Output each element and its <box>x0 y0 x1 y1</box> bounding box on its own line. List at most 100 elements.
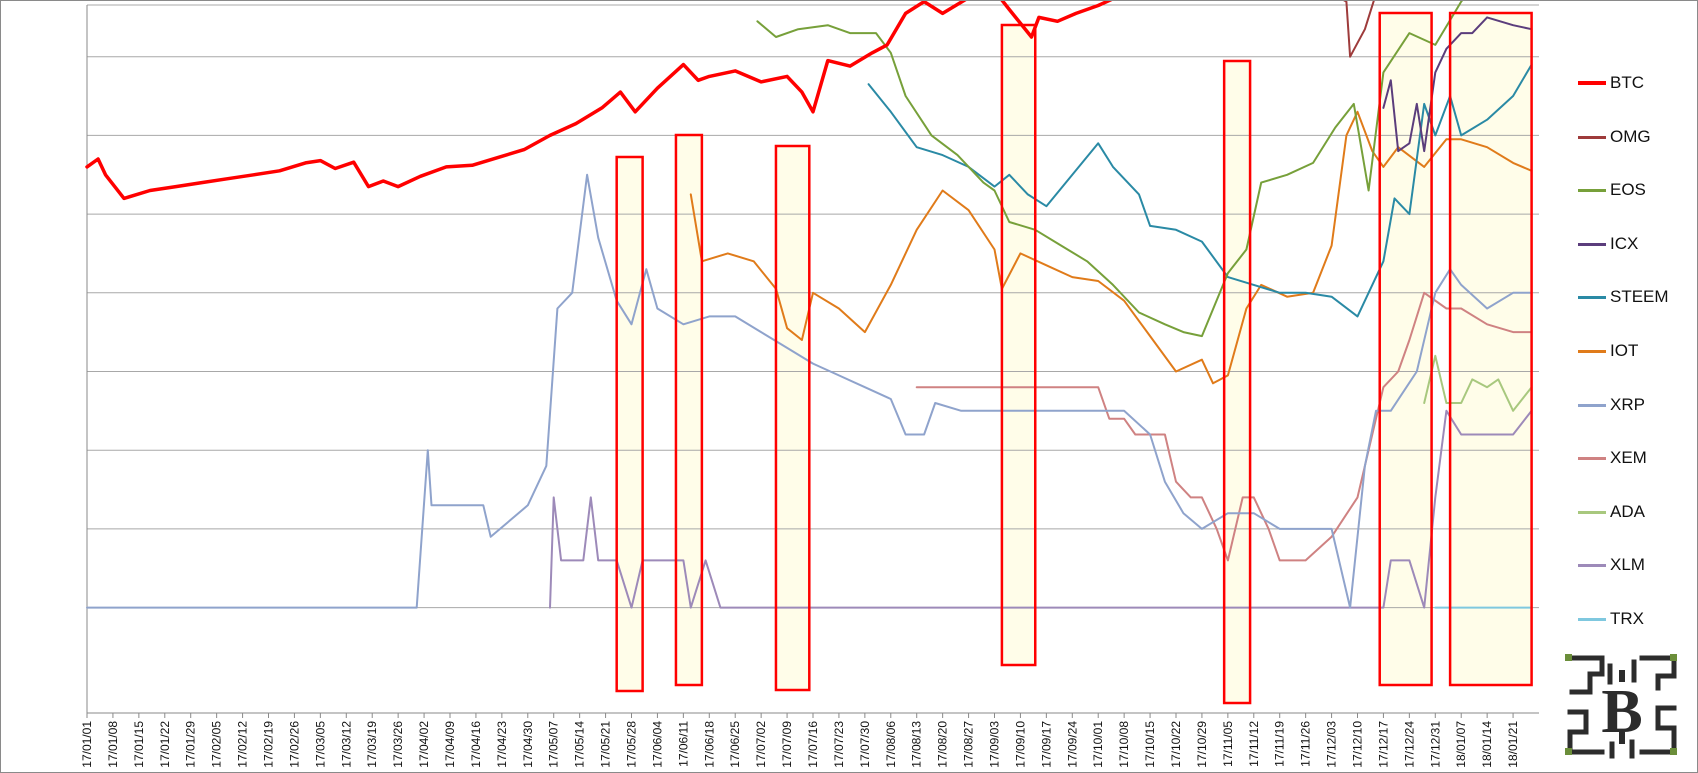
x-tick-label: 17/01/29 <box>184 721 198 768</box>
x-tick-label: 17/11/19 <box>1273 721 1287 767</box>
x-tick-label: 17/02/12 <box>236 721 250 768</box>
legend-item-steem: STEEM <box>1578 286 1694 308</box>
x-tick-label: 17/10/15 <box>1143 721 1157 768</box>
legend-item-icx: ICX <box>1578 233 1694 255</box>
legend-swatch <box>1578 242 1606 246</box>
x-tick-label: 18/01/07 <box>1454 721 1468 768</box>
x-tick-label: 17/01/01 <box>80 721 94 768</box>
x-tick-label: 17/04/02 <box>417 721 431 768</box>
x-tick-label: 17/01/22 <box>158 721 172 768</box>
legend-item-xlm: XLM <box>1578 554 1694 576</box>
legend-item-iot: IOT <box>1578 340 1694 362</box>
x-tick-label: 18/01/14 <box>1480 721 1494 768</box>
x-tick-label: 17/12/31 <box>1428 721 1442 768</box>
highlight-box <box>774 144 811 692</box>
highlight-fill <box>1001 25 1036 665</box>
legend-swatch <box>1578 135 1606 139</box>
legend-label: ICX <box>1610 233 1639 253</box>
highlight-box <box>1378 11 1433 687</box>
legend-swatch <box>1578 510 1606 514</box>
legend-swatch <box>1578 189 1606 193</box>
x-tick-label: 17/08/20 <box>936 721 950 768</box>
x-tick-label: 17/02/26 <box>287 721 301 768</box>
legend-label: IOT <box>1610 341 1639 360</box>
series-line-btc <box>85 1 1113 201</box>
legend-item-trx: TRX <box>1578 608 1694 630</box>
x-tick-label: 17/02/19 <box>262 721 276 768</box>
x-tick-label: 17/12/24 <box>1402 721 1416 768</box>
legend-label: XEM <box>1610 448 1647 468</box>
x-tick-label: 17/03/26 <box>391 721 405 768</box>
legend-item-xrp: XRP <box>1578 394 1694 416</box>
x-tick-label: 17/04/16 <box>469 721 483 768</box>
x-tick-label: 17/12/03 <box>1325 721 1339 768</box>
legend-label: XLM <box>1610 555 1645 575</box>
highlight-fill <box>1450 13 1532 685</box>
x-tick-label: 17/06/04 <box>650 721 664 768</box>
x-tick-label: 17/02/05 <box>210 721 224 768</box>
legend-label: OMG <box>1610 126 1651 146</box>
series-line-eos <box>756 1 1463 338</box>
x-tick-label: 17/08/06 <box>884 721 898 768</box>
x-tick-label: 17/10/29 <box>1195 721 1209 768</box>
x-tick-label: 18/01/21 <box>1506 721 1520 768</box>
highlight-box <box>1000 23 1037 667</box>
x-tick-label: 17/05/14 <box>573 721 587 768</box>
x-tick-label: 17/08/13 <box>910 721 924 768</box>
x-tick-label: 17/04/09 <box>443 721 457 768</box>
series-line-xem <box>915 291 1533 562</box>
x-tick-label: 17/07/30 <box>858 721 872 768</box>
x-tick-label: 17/07/23 <box>832 721 846 768</box>
x-tick-label: 17/12/10 <box>1351 721 1365 768</box>
x-tick-label: 17/07/09 <box>780 721 794 768</box>
legend-swatch <box>1578 350 1606 353</box>
legend-item-xem: XEM <box>1578 447 1694 469</box>
x-tick-label: 17/01/08 <box>106 721 120 768</box>
legend-swatch <box>1578 296 1606 300</box>
legend-label: STEEM <box>1610 287 1669 307</box>
x-tick-label: 17/08/27 <box>962 721 976 768</box>
legend-swatch <box>1578 403 1606 407</box>
x-tick-label: 17/09/10 <box>1013 721 1027 768</box>
legend-swatch <box>1578 81 1606 85</box>
bitcoin-circuit-logo: B <box>1562 652 1682 760</box>
x-tick-label: 17/06/25 <box>728 721 742 768</box>
series-line-xrp <box>86 173 1533 609</box>
x-tick-label: 17/10/08 <box>1117 721 1131 768</box>
x-tick-label: 17/09/24 <box>1065 721 1079 768</box>
legend-item-ada: ADA <box>1578 501 1694 523</box>
highlight-fill <box>775 146 810 690</box>
x-tick-label: 17/05/07 <box>547 721 561 768</box>
legend-swatch <box>1578 457 1606 461</box>
x-tick-label: 17/12/17 <box>1376 721 1390 768</box>
x-tick-label: 17/07/16 <box>806 721 820 768</box>
x-tick-label: 17/03/12 <box>339 721 353 768</box>
series-line-icx <box>1382 16 1533 153</box>
legend-item-btc: BTC <box>1578 72 1694 94</box>
x-tick-label: 17/03/05 <box>313 721 327 768</box>
x-tick-label: 17/05/28 <box>625 721 639 768</box>
series-line-iot <box>689 110 1533 385</box>
x-tick-label: 17/04/30 <box>521 721 535 768</box>
legend-swatch <box>1578 618 1606 621</box>
x-tick-label: 17/09/17 <box>1039 721 1053 768</box>
legend-item-eos: EOS <box>1578 179 1694 201</box>
legend-label: BTC <box>1610 73 1644 92</box>
x-tick-label: 17/04/23 <box>495 721 509 768</box>
x-tick-label: 17/06/18 <box>702 721 716 768</box>
series-line-ada <box>1423 354 1533 412</box>
x-tick-label: 17/06/11 <box>676 721 690 767</box>
highlight-fill <box>1224 61 1251 703</box>
legend-label: ADA <box>1610 501 1645 521</box>
legend-label: EOS <box>1610 180 1646 200</box>
highlight-fill <box>616 157 643 691</box>
x-tick-label: 17/10/01 <box>1091 721 1105 768</box>
legend-swatch <box>1578 564 1606 568</box>
legend-item-omg: OMG <box>1578 126 1694 148</box>
highlight-box <box>615 155 644 693</box>
x-tick-label: 17/11/26 <box>1299 721 1313 767</box>
x-tick-label: 17/05/21 <box>599 721 613 768</box>
x-tick-label: 17/11/12 <box>1247 721 1261 767</box>
